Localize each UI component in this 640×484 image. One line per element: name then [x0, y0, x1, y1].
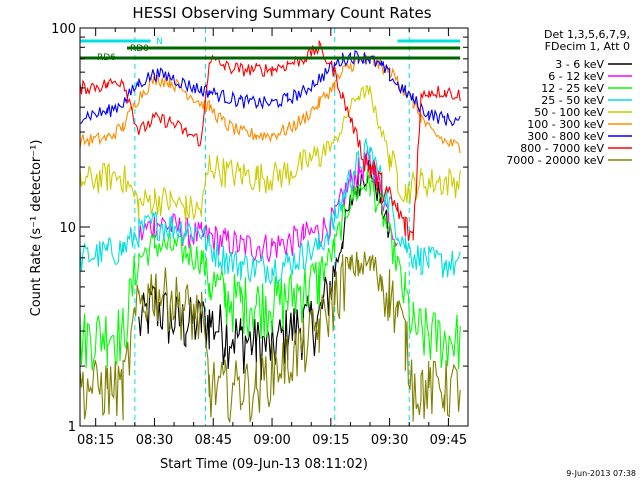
series-line-7	[79, 40, 461, 241]
x-tick-label-5: 09:30	[371, 433, 408, 448]
series-12-25keV	[79, 170, 461, 371]
series-800-7000keV	[79, 40, 461, 241]
legend-header-1: FDecim 1, Att 0	[545, 40, 630, 53]
flag-label-rd6: RD6	[97, 53, 116, 63]
x-tick-label-2: 08:45	[195, 433, 232, 448]
flag-label-rd0: RD0	[130, 44, 149, 54]
series-line-6	[79, 50, 461, 127]
series-300-800keV	[79, 50, 461, 127]
chart-title: HESSI Observing Summary Count Rates	[132, 4, 431, 22]
series-line-2	[79, 170, 461, 371]
legend: Det 1,3,5,6,7,9,FDecim 1, Att 0 3 - 6 keV…	[506, 28, 632, 167]
series-line-4	[79, 85, 461, 223]
series-line-3	[79, 138, 461, 285]
legend-label-5: 100 - 300 keV	[527, 118, 604, 131]
x-tick-label-6: 09:45	[430, 433, 467, 448]
series-25-50keV	[79, 138, 461, 285]
x-tick-label-4: 09:15	[312, 433, 349, 448]
legend-label-4: 50 - 100 keV	[534, 106, 604, 119]
legend-label-0: 3 - 6 keV	[555, 58, 604, 71]
legend-header-0: Det 1,3,5,6,7,9,	[544, 28, 630, 41]
flag-label-n: N	[156, 37, 163, 47]
x-tick-label-0: 08:15	[77, 433, 114, 448]
x-tick-label-3: 09:00	[253, 433, 290, 448]
series-line-5	[79, 54, 461, 154]
series-line-8	[79, 251, 461, 423]
series-100-300keV	[79, 54, 461, 154]
series-7000-20000keV	[79, 251, 461, 423]
y-tick-label-2: 100	[51, 22, 76, 37]
series-50-100keV	[79, 85, 461, 223]
y-axis-label: Count Rate (s⁻¹ detector⁻¹)	[29, 140, 44, 317]
y-tick-label-0: 1	[68, 420, 76, 435]
legend-label-1: 6 - 12 keV	[548, 70, 604, 83]
y-tick-label-1: 10	[59, 221, 76, 236]
x-axis-label: Start Time (09-Jun-13 08:11:02)	[160, 457, 368, 472]
legend-label-2: 12 - 25 keV	[541, 82, 604, 95]
legend-label-6: 300 - 800 keV	[527, 130, 604, 143]
legend-label-3: 25 - 50 keV	[541, 94, 604, 107]
x-tick-label-1: 08:30	[136, 433, 173, 448]
legend-label-8: 7000 - 20000 keV	[506, 154, 604, 167]
timestamp: 9-Jun-2013 07:38	[566, 469, 636, 478]
legend-label-7: 800 - 7000 keV	[520, 142, 604, 155]
